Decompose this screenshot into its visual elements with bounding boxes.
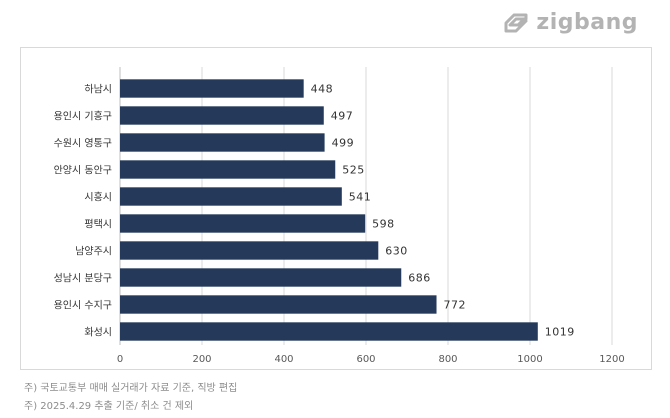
data-label: 497 [331,110,354,123]
data-label: 525 [342,164,365,177]
x-tick-label: 0 [117,354,123,365]
category-label: 수원시 영통구 [54,138,112,150]
bar [120,322,538,341]
bar [120,106,324,125]
bar [120,214,366,233]
source-notes: 주) 국토교통부 매매 실거래가 자료 기준, 직방 편집 주) 2025.4.… [24,380,237,416]
category-label: 시흥시 [84,191,112,204]
bar [120,79,304,98]
brand-name: zigbang [536,10,638,35]
category-label: 용인시 수지구 [54,300,112,312]
x-tick-label: 200 [192,354,211,365]
category-label: 안양시 동안구 [54,165,112,177]
category-label: 용인시 기흥구 [54,110,112,123]
extraction-note: 주) 2025.4.29 추출 기준/ 취소 건 제외 [24,401,194,412]
x-tick-label: 1200 [599,354,624,365]
data-label: 1019 [545,326,575,339]
category-label: 평택시 [84,219,112,231]
bar [120,268,402,287]
bar [120,241,379,260]
data-label: 686 [408,272,431,285]
category-label: 남양주시 [75,246,112,258]
data-label: 541 [349,191,372,204]
bar [120,187,342,206]
chart-frame [20,47,652,370]
data-label: 630 [385,245,408,258]
bar [120,295,437,314]
x-tick-label: 1000 [517,354,542,365]
x-tick-label: 600 [356,354,375,365]
source-note: 주) 국토교통부 매매 실거래가 자료 기준, 직방 편집 [24,383,238,394]
category-label: 화성시 [84,327,112,339]
data-label: 772 [444,299,467,312]
x-tick-label: 800 [438,354,457,365]
category-label: 성남시 분당구 [54,273,112,285]
data-label: 448 [311,83,334,96]
bar [120,160,336,179]
bar [120,133,325,152]
zigbang-logo-icon [504,13,528,32]
data-label: 598 [372,218,395,231]
data-label: 499 [332,137,355,150]
brand-logo: zigbang [502,10,638,35]
x-tick-label: 400 [274,354,293,365]
category-label: 하남시 [84,83,112,96]
